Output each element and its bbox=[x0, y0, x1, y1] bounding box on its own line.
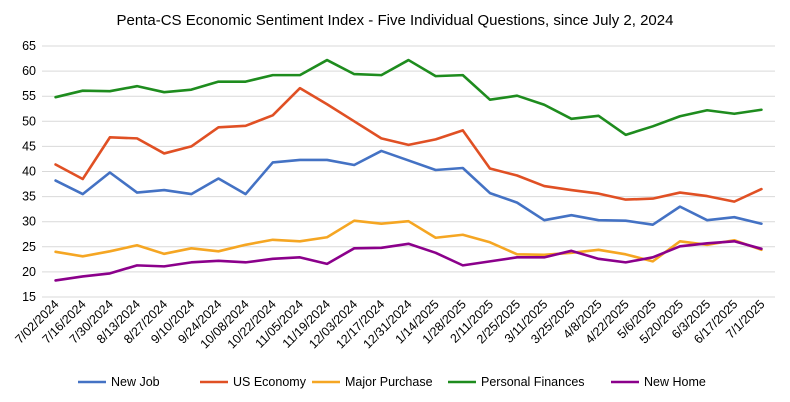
chart-title: Penta-CS Economic Sentiment Index - Five… bbox=[117, 12, 674, 29]
y-tick-label: 60 bbox=[22, 64, 36, 78]
series-lines bbox=[54, 58, 763, 282]
x-axis-ticks: 7/02/20247/16/20247/30/20248/13/20248/27… bbox=[12, 297, 767, 351]
y-axis-ticks: 15 20 25 30 35 40 45 50 55 60 65 bbox=[22, 39, 36, 304]
series-line-new-home bbox=[54, 239, 763, 282]
y-tick-label: 55 bbox=[22, 89, 36, 103]
y-tick-label: 15 bbox=[22, 290, 36, 304]
y-tick-label: 30 bbox=[22, 215, 36, 229]
legend-label-personal-finances: Personal Finances bbox=[481, 375, 585, 389]
y-tick-label: 25 bbox=[22, 240, 36, 254]
legend: New Job US Economy Major Purchase Personal … bbox=[78, 375, 706, 389]
series-line-personal-finances bbox=[54, 58, 763, 137]
series-line-us-economy bbox=[54, 86, 763, 203]
y-tick-label: 45 bbox=[22, 139, 36, 153]
y-tick-label: 65 bbox=[22, 39, 36, 53]
series-line-new-job bbox=[54, 149, 763, 227]
legend-label-major-purchase: Major Purchase bbox=[345, 375, 433, 389]
legend-label-new-job: New Job bbox=[111, 375, 160, 389]
y-tick-label: 20 bbox=[22, 265, 36, 279]
legend-label-new-home: New Home bbox=[644, 375, 706, 389]
y-tick-label: 50 bbox=[22, 114, 36, 128]
y-tick-label: 40 bbox=[22, 165, 36, 179]
y-tick-label: 35 bbox=[22, 190, 36, 204]
gridlines bbox=[42, 45, 775, 298]
legend-label-us-economy: US Economy bbox=[233, 375, 307, 389]
